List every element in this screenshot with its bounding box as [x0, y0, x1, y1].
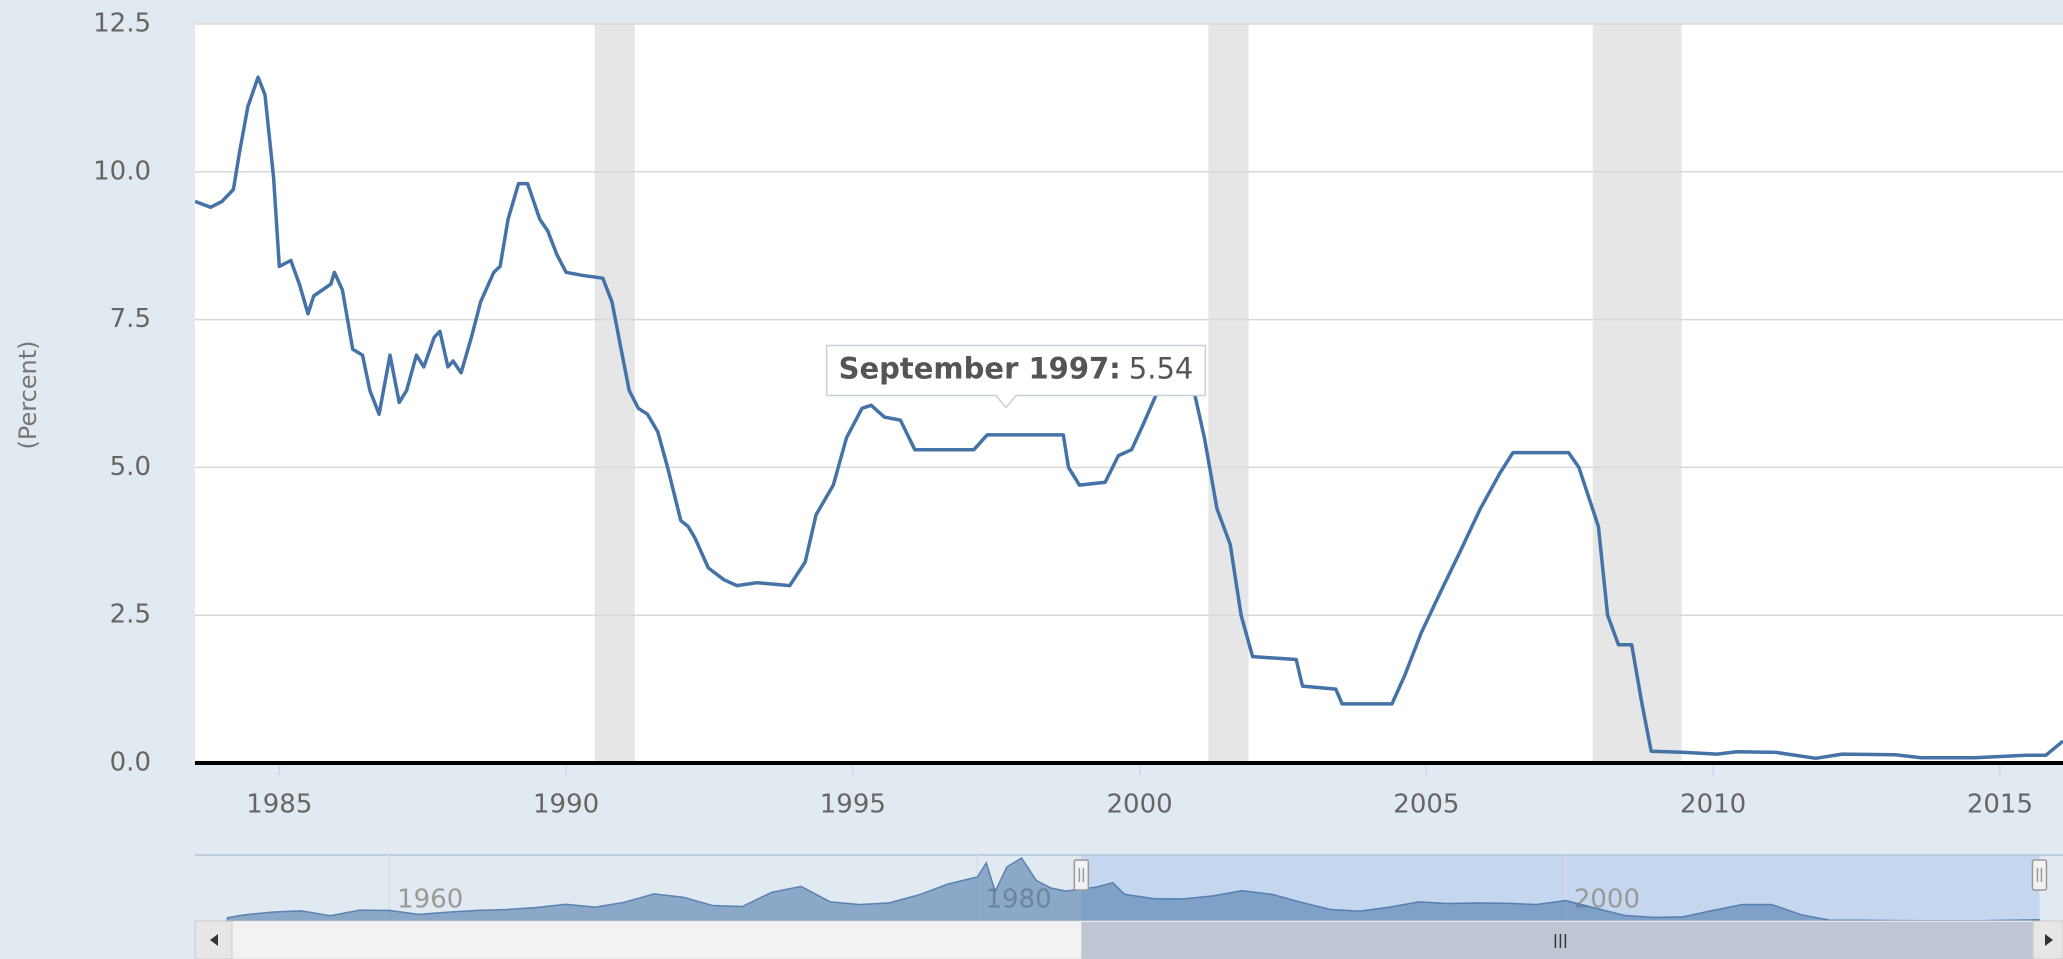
tooltip-label: September 1997:	[839, 351, 1121, 385]
x-tick-label: 1995	[820, 790, 886, 820]
y-tick-label: 10.0	[93, 156, 151, 186]
navigator-tick-label: 1960	[397, 885, 463, 915]
x-tick-label: 2010	[1680, 790, 1746, 820]
data-line	[195, 75, 2063, 761]
recession-band	[594, 24, 635, 763]
tooltip-box	[825, 344, 1207, 409]
scroll-right-arrow	[2045, 934, 2053, 946]
x-tick-label: 1985	[246, 790, 312, 820]
x-tick-label: 2005	[1393, 790, 1459, 820]
recession-band	[1208, 24, 1249, 763]
navigator-area	[226, 856, 2041, 922]
y-tick-label: 12.5	[93, 9, 151, 39]
y-axis-label: (Percent)	[14, 340, 42, 449]
navigator-handle	[1073, 859, 1090, 891]
scroll-left-arrow	[210, 934, 218, 946]
tooltip-value: 5.54	[1129, 351, 1194, 385]
y-tick-label: 5.0	[110, 452, 151, 482]
x-tick-label: 2000	[1107, 790, 1173, 820]
recession-band	[1592, 24, 1682, 763]
y-tick-label: 0.0	[110, 748, 151, 778]
y-tick-label: 7.5	[110, 304, 151, 334]
x-tick-label: 1990	[533, 790, 599, 820]
y-tick-label: 2.5	[110, 600, 151, 630]
navigator-handle	[2031, 859, 2048, 891]
tooltip: September 1997: 5.54	[825, 344, 1207, 409]
x-tick-label: 2015	[1967, 790, 2033, 820]
